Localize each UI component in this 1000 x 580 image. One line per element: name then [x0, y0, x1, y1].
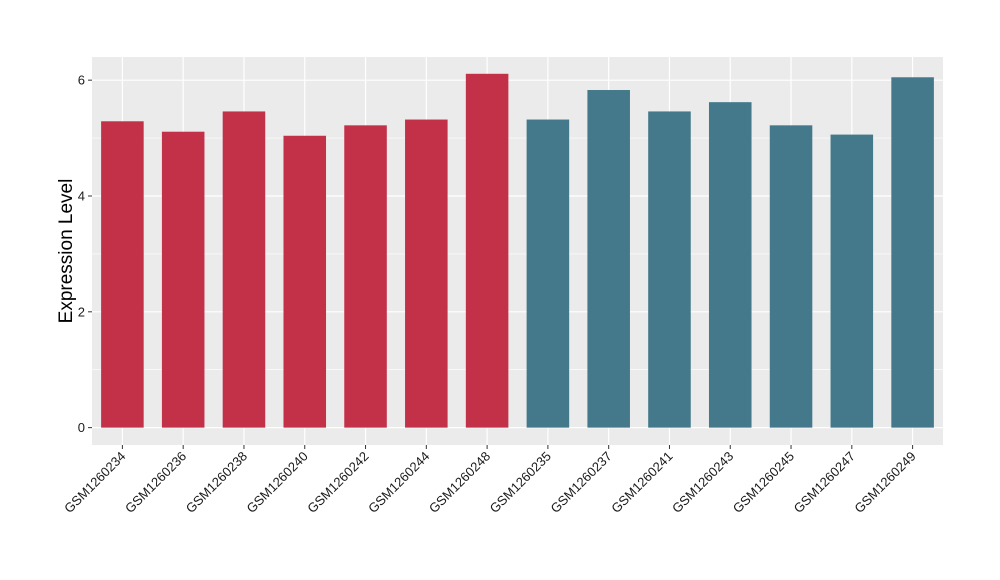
- bar-GSM1260235: [526, 119, 570, 428]
- x-tick-label: GSM1260248: [426, 449, 493, 516]
- x-tick-label: GSM1260243: [669, 449, 736, 516]
- y-axis-title: Expression Level: [56, 179, 77, 324]
- x-tick-label: GSM1260240: [244, 449, 311, 516]
- bar-GSM1260234: [101, 121, 144, 428]
- bar-GSM1260249: [891, 77, 934, 428]
- y-tick-label: 0: [78, 420, 85, 435]
- x-tick-label: GSM1260247: [791, 449, 858, 516]
- bars: [101, 73, 934, 428]
- y-tick-label: 4: [78, 188, 85, 203]
- bar-GSM1260242: [344, 125, 387, 428]
- x-tick-label: GSM1260237: [547, 449, 614, 516]
- x-tick-label: GSM1260235: [487, 449, 554, 516]
- x-tick-label: GSM1260242: [304, 449, 371, 516]
- bar-GSM1260244: [405, 119, 448, 428]
- plot-panel: [92, 57, 943, 445]
- bar-GSM1260240: [283, 135, 327, 428]
- bar-GSM1260243: [708, 102, 752, 428]
- bar-GSM1260241: [648, 111, 691, 428]
- x-tick-label: GSM1260244: [365, 449, 432, 516]
- y-axis: 0 2 4 6: [78, 73, 92, 435]
- x-tick-label: GSM1260236: [122, 449, 189, 516]
- x-tick-label: GSM1260245: [730, 449, 797, 516]
- bar-GSM1260245: [769, 125, 813, 428]
- bar-GSM1260236: [161, 131, 205, 428]
- x-tick-label: GSM1260234: [61, 449, 128, 516]
- bar-GSM1260238: [222, 111, 266, 428]
- x-tick-label: GSM1260241: [608, 449, 675, 516]
- x-tick-label: GSM1260249: [851, 449, 918, 516]
- y-tick-label: 6: [78, 73, 85, 88]
- bar-GSM1260247: [830, 134, 874, 428]
- x-axis: GSM1260234GSM1260236GSM1260238GSM1260240…: [61, 445, 919, 516]
- bar-GSM1260248: [465, 73, 509, 428]
- x-tick-label: GSM1260238: [183, 449, 250, 516]
- y-tick-label: 2: [78, 304, 85, 319]
- bar-GSM1260237: [587, 90, 630, 428]
